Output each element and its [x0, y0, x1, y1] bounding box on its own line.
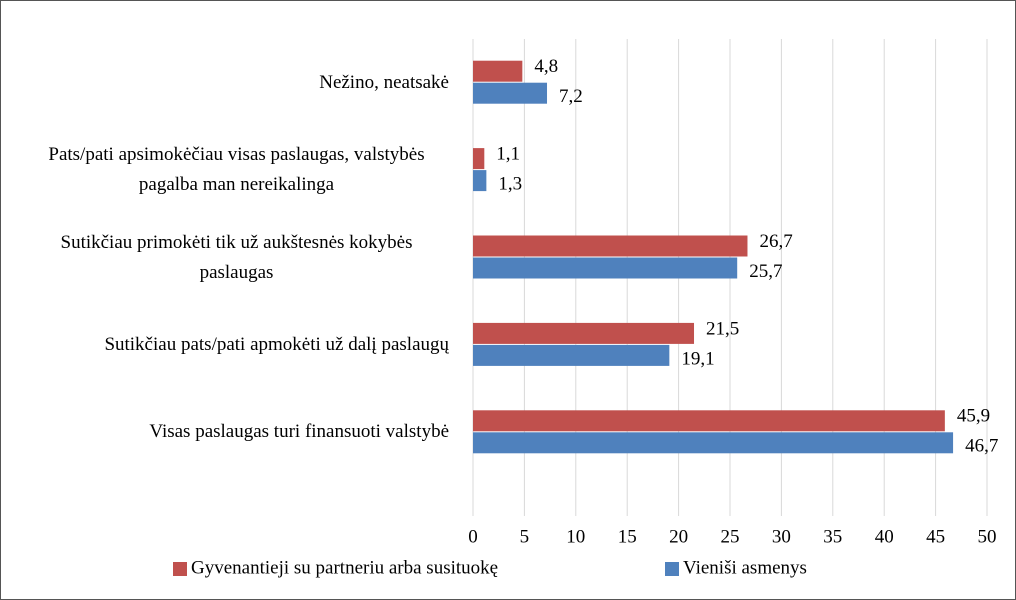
x-tick-label: 50 [978, 526, 997, 547]
data-label: 7,2 [559, 86, 583, 107]
x-tick-label: 35 [823, 526, 842, 547]
category-label-box: Pats/pati apsimokėčiau visas paslaugas, … [24, 130, 449, 210]
x-tick-label: 10 [566, 526, 585, 547]
category-label-box: Nežino, neatsakė [24, 43, 449, 123]
data-label: 1,3 [498, 173, 522, 194]
bar [473, 410, 945, 432]
y-tick-label: Nežino, neatsakė [319, 71, 449, 93]
y-tick-label: Visas paslaugas turi finansuoti valstybė [149, 421, 449, 443]
bar [473, 170, 487, 192]
data-label: 26,7 [759, 231, 792, 252]
category-label-box: Sutikčiau pats/pati apmokėti už dalį pas… [24, 305, 449, 385]
bar [473, 82, 548, 104]
x-tick-label: 45 [926, 526, 945, 547]
data-label: 19,1 [681, 348, 714, 369]
legend-swatch [173, 562, 187, 576]
data-label: 46,7 [965, 436, 998, 457]
data-label: 4,8 [534, 56, 558, 77]
bar [473, 322, 695, 344]
bar [473, 235, 748, 257]
x-tick-label: 20 [669, 526, 688, 547]
x-tick-label: 25 [721, 526, 740, 547]
bar [473, 257, 738, 279]
category-label-box: Visas paslaugas turi finansuoti valstybė [24, 392, 449, 472]
bar [473, 148, 485, 170]
y-tick-label: Sutikčiau primokėti tik už aukštesnės ko… [60, 231, 413, 283]
legend-label: Vieniši asmenys [683, 557, 807, 578]
category-label-box: Sutikčiau primokėti tik už aukštesnės ko… [24, 218, 449, 298]
data-label: 45,9 [957, 406, 990, 427]
y-tick-label: Sutikčiau pats/pati apmokėti už dalį pas… [104, 333, 449, 355]
bar [473, 432, 954, 454]
x-tick-label: 40 [875, 526, 894, 547]
x-tick-label: 30 [772, 526, 791, 547]
bar [473, 60, 523, 82]
legend-label: Gyvenantieji su partneriu arba susituokę [191, 557, 498, 578]
x-tick-label: 15 [618, 526, 637, 547]
data-label: 1,1 [496, 143, 520, 164]
data-label: 21,5 [706, 318, 739, 339]
data-label: 25,7 [749, 261, 782, 282]
y-tick-label: Pats/pati apsimokėčiau visas paslaugas, … [48, 144, 425, 196]
bar [473, 344, 670, 366]
legend-swatch [665, 562, 679, 576]
x-tick-label: 0 [468, 526, 478, 547]
x-tick-label: 5 [520, 526, 530, 547]
